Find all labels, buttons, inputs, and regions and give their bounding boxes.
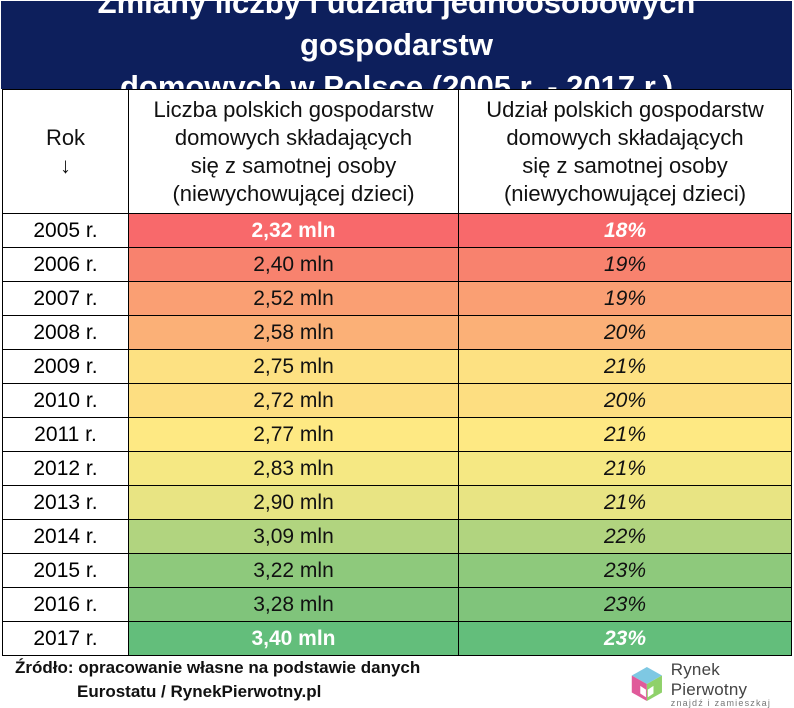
- table-row: 2005 r. 2,32 mln 18%: [2, 213, 792, 248]
- header-share-line: się z samotnej osoby: [522, 152, 728, 178]
- year-cell: 2012 r.: [2, 451, 129, 486]
- count-cell: 3,40 mln: [128, 621, 459, 656]
- table-body: 2005 r. 2,32 mln 18% 2006 r. 2,40 mln 19% 2007…: [2, 213, 792, 656]
- table-row: 2014 r. 3,09 mln 22%: [2, 519, 792, 554]
- year-cell: 2008 r.: [2, 315, 129, 350]
- share-cell: 22%: [458, 519, 792, 554]
- count-cell: 3,22 mln: [128, 553, 459, 588]
- data-table: Rok ↓ Liczba polskich gospodarstw domowy…: [2, 89, 792, 656]
- count-cell: 2,58 mln: [128, 315, 459, 350]
- header-count-line: się z samotnej osoby: [190, 152, 397, 178]
- header-row: Rok ↓ Liczba polskich gospodarstw domowy…: [2, 89, 792, 214]
- brand-name: Rynek Pierwotny: [670, 660, 748, 699]
- header-count-line: domowych składających: [174, 124, 413, 150]
- year-cell: 2014 r.: [2, 519, 129, 554]
- year-cell: 2015 r.: [2, 553, 129, 588]
- count-cell: 3,28 mln: [128, 587, 459, 622]
- count-cell: 2,40 mln: [128, 247, 459, 282]
- year-cell: 2011 r.: [2, 417, 129, 452]
- source-note: Źródło: opracowanie własne na podstawie …: [15, 656, 420, 704]
- share-cell: 21%: [458, 349, 792, 384]
- share-cell: 20%: [458, 383, 792, 418]
- brand-logo: Rynek Pierwotny znajdź i zamieszkaj: [628, 660, 794, 708]
- year-cell: 2017 r.: [2, 621, 129, 656]
- source-line-1: Źródło: opracowanie własne na podstawie …: [15, 658, 421, 677]
- year-cell: 2016 r.: [2, 587, 129, 622]
- table-row: 2016 r. 3,28 mln 23%: [2, 587, 792, 622]
- year-cell: 2010 r.: [2, 383, 129, 418]
- count-cell: 2,32 mln: [128, 213, 459, 248]
- table-row: 2006 r. 2,40 mln 19%: [2, 247, 792, 282]
- share-cell: 23%: [458, 553, 792, 588]
- count-cell: 2,52 mln: [128, 281, 459, 316]
- table-row: 2011 r. 2,77 mln 21%: [2, 417, 792, 452]
- header-year: Rok ↓: [2, 89, 129, 214]
- source-line-2: Eurostatu / RynekPierwotny.pl: [77, 682, 322, 701]
- count-cell: 2,77 mln: [128, 417, 459, 452]
- house-cube-logo-icon: [631, 667, 662, 701]
- table-row: 2012 r. 2,83 mln 21%: [2, 451, 792, 486]
- table-row: 2013 r. 2,90 mln 21%: [2, 485, 792, 520]
- header-share: Udział polskich gospodarstw domowych skł…: [458, 89, 792, 214]
- year-cell: 2009 r.: [2, 349, 129, 384]
- header-year-line: Rok: [45, 124, 86, 150]
- table-row: 2017 r. 3,40 mln 23%: [2, 621, 792, 656]
- table-row: 2007 r. 2,52 mln 19%: [2, 281, 792, 316]
- count-cell: 2,83 mln: [128, 451, 459, 486]
- share-cell: 19%: [458, 247, 792, 282]
- table-row: 2009 r. 2,75 mln 21%: [2, 349, 792, 384]
- share-cell: 21%: [458, 485, 792, 520]
- header-count-line: Liczba polskich gospodarstw: [153, 96, 434, 122]
- arrow-down-icon: ↓: [60, 152, 71, 178]
- header-share-line: domowych składających: [506, 124, 744, 150]
- chart-title: Zmiany liczby i udziału jednoosobowych g…: [1, 0, 792, 104]
- share-cell: 19%: [458, 281, 792, 316]
- share-cell: 23%: [458, 587, 792, 622]
- brand-tagline: znajdź i zamieszkaj: [670, 698, 772, 708]
- year-cell: 2007 r.: [2, 281, 129, 316]
- share-cell: 23%: [458, 621, 792, 656]
- year-cell: 2005 r.: [2, 213, 129, 248]
- share-cell: 21%: [458, 417, 792, 452]
- header-count-line: (niewychowującej dzieci): [172, 180, 415, 206]
- header-count: Liczba polskich gospodarstw domowych skł…: [128, 89, 459, 214]
- share-cell: 20%: [458, 315, 792, 350]
- table-row: 2008 r. 2,58 mln 20%: [2, 315, 792, 350]
- header-share-line: Udział polskich gospodarstw: [486, 96, 764, 122]
- count-cell: 2,75 mln: [128, 349, 459, 384]
- count-cell: 2,90 mln: [128, 485, 459, 520]
- header-share-line: (niewychowującej dzieci): [503, 180, 747, 206]
- year-cell: 2006 r.: [2, 247, 129, 282]
- table-row: 2010 r. 2,72 mln 20%: [2, 383, 792, 418]
- share-cell: 21%: [458, 451, 792, 486]
- table-row: 2015 r. 3,22 mln 23%: [2, 553, 792, 588]
- share-cell: 18%: [458, 213, 792, 248]
- year-cell: 2013 r.: [2, 485, 129, 520]
- count-cell: 3,09 mln: [128, 519, 459, 554]
- count-cell: 2,72 mln: [128, 383, 459, 418]
- title-line-1: Zmiany liczby i udziału jednoosobowych g…: [97, 0, 696, 62]
